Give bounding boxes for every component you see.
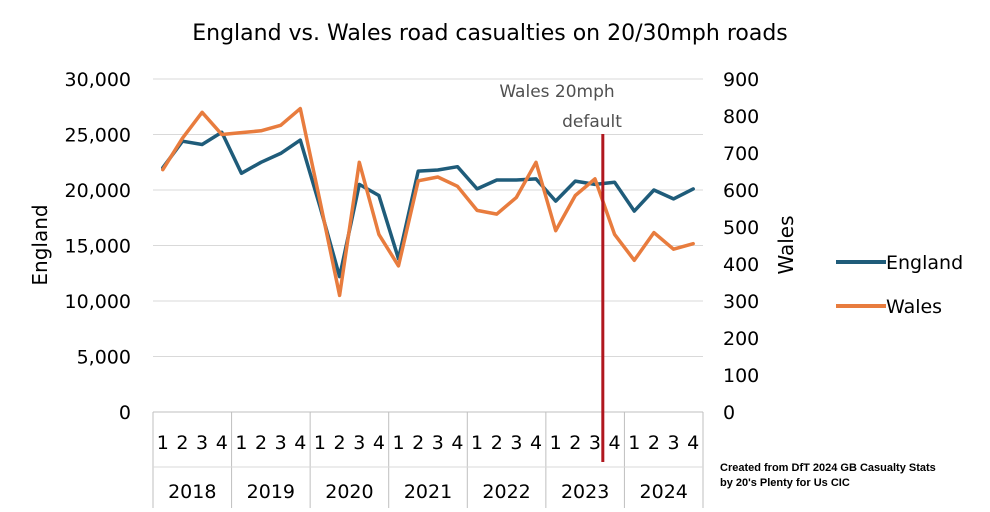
left-tick-label: 25,000 [65,125,131,147]
quarter-tick-label: 2 [648,432,660,454]
series-line-england [161,130,695,279]
right-tick-label: 100 [723,365,759,387]
left-axis-ticks: 0 5,000 10,000 15,000 20,000 25,000 30,000 [65,69,131,424]
right-tick-label: 700 [723,143,759,165]
year-tick-label: 2020 [325,481,373,503]
year-tick-label: 2018 [168,481,216,503]
quarter-tick-label: 4 [451,432,463,454]
left-axis-label: England [28,204,52,285]
series-layer [161,106,695,298]
quarter-tick-label: 2 [334,432,346,454]
quarter-tick-label: 3 [667,432,679,454]
right-tick-label: 0 [723,402,735,424]
quarter-tick-label: 2 [491,432,503,454]
quarter-tick-label: 2 [412,432,424,454]
right-axis-ticks: 0 100 200 300 400 500 600 700 800 900 [723,69,759,424]
legend: England Wales [836,252,963,318]
legend-wales-label: Wales [886,296,942,318]
credit-line1: Created from DfT 2024 GB Casualty Stats [720,462,936,474]
legend-england-label: England [886,252,963,274]
quarter-tick-label: 2 [569,432,581,454]
quarter-tick-label: 4 [373,432,385,454]
right-tick-label: 800 [723,106,759,128]
quarter-tick-label: 1 [235,432,247,454]
right-axis-label: Wales [774,215,798,274]
quarter-tick-label: 3 [589,432,601,454]
left-tick-label: 10,000 [65,291,131,313]
year-tick-label: 2023 [561,481,609,503]
right-tick-label: 500 [723,217,759,239]
quarter-tick-label: 4 [687,432,699,454]
right-tick-label: 600 [723,180,759,202]
series-line-wales [161,106,695,298]
year-tick-label: 2019 [247,481,295,503]
quarter-tick-label: 1 [392,432,404,454]
year-tick-label: 2022 [482,481,530,503]
year-tick-label: 2024 [640,481,688,503]
right-tick-label: 200 [723,328,759,350]
quarter-tick-label: 1 [550,432,562,454]
right-tick-label: 300 [723,291,759,313]
annotation-text-line2: default [562,112,622,132]
quarter-tick-label: 1 [314,432,326,454]
quarter-tick-label: 3 [432,432,444,454]
quarter-tick-label: 3 [275,432,287,454]
quarter-tick-label: 4 [216,432,228,454]
left-tick-label: 0 [119,402,131,424]
quarter-tick-label: 2 [255,432,267,454]
quarter-tick-label: 1 [628,432,640,454]
quarter-tick-label: 3 [353,432,365,454]
right-tick-label: 400 [723,254,759,276]
right-tick-label: 900 [723,69,759,91]
chart-title: England vs. Wales road casualties on 20/… [192,21,788,46]
quarter-tick-label: 3 [196,432,208,454]
quarter-tick-label: 4 [530,432,542,454]
quarter-tick-label: 1 [471,432,483,454]
quarter-tick-label: 1 [157,432,169,454]
credit-line2: by 20's Plenty for Us CIC [720,477,850,489]
gridlines [153,78,703,413]
annotation-text-line1: Wales 20mph [499,82,614,102]
left-tick-label: 30,000 [65,69,131,91]
year-tick-label: 2021 [404,481,452,503]
quarter-tick-label: 4 [294,432,306,454]
left-tick-label: 5,000 [77,347,131,369]
quarter-tick-label: 2 [176,432,188,454]
left-tick-label: 20,000 [65,180,131,202]
quarter-tick-label: 3 [510,432,522,454]
quarter-tick-label: 4 [609,432,621,454]
left-tick-label: 15,000 [65,236,131,258]
